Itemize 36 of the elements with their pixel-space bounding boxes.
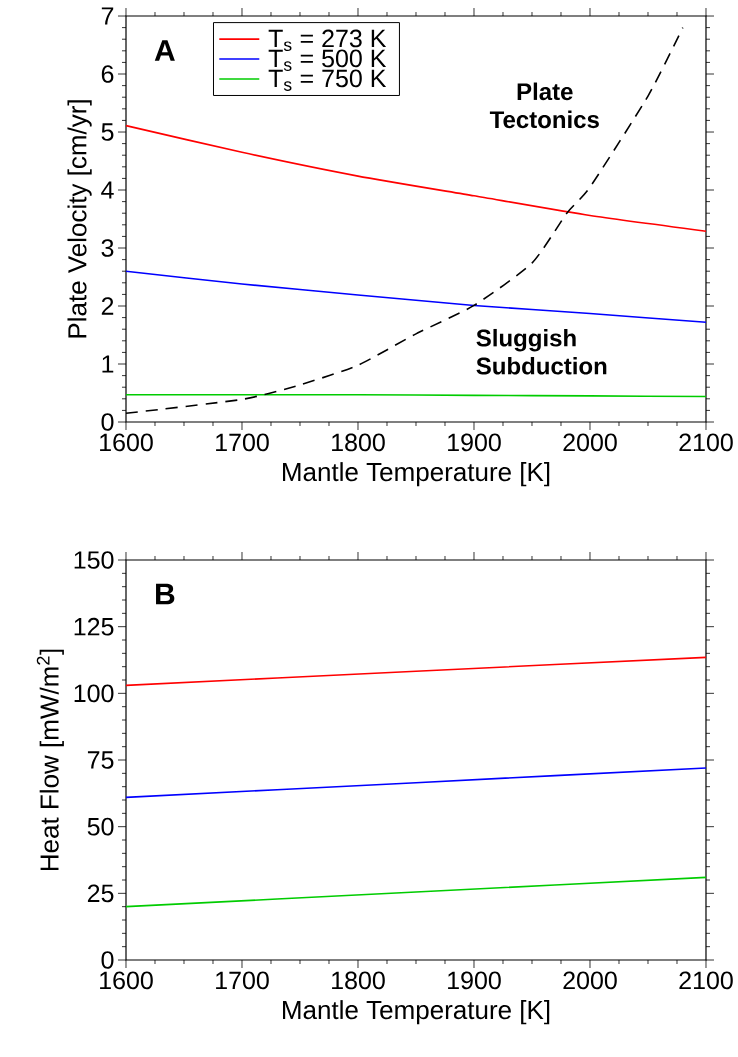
x-tick-label: 1900 — [448, 971, 501, 990]
x-tick-label: 1800 — [332, 433, 385, 452]
y-tick-label: 7 — [101, 7, 114, 25]
x-tick-label: 1900 — [448, 433, 501, 452]
y-axis-title: Heat Flow [mW/m$^{2}$] — [36, 649, 64, 871]
line-series — [125, 270, 707, 324]
y-tick-label: 5 — [101, 123, 114, 141]
y-axis-title: Plate Velocity [cm/yr] — [67, 100, 92, 338]
text: A — [154, 40, 175, 61]
x-axis-title: Mantle Temperature [K] — [283, 462, 550, 487]
y-tick-label: 150 — [74, 551, 114, 569]
x-tick-label: 2000 — [563, 971, 617, 990]
x-tick-label: 2000 — [563, 433, 617, 452]
y-tick-label: 100 — [74, 684, 114, 703]
y-tick-label: 4 — [101, 181, 114, 199]
annotation: Plate Tectonics — [489, 82, 599, 129]
x-tick-label: 1700 — [216, 433, 269, 452]
y-tick-label: 0 — [101, 413, 114, 431]
y-tick-label: 2 — [101, 297, 114, 315]
x-tick-label: 2100 — [679, 971, 733, 990]
x-tick-label: 1600 — [100, 971, 153, 990]
x-tick-label: 1600 — [100, 433, 153, 452]
x-tick-label: 1700 — [216, 971, 269, 990]
y-tick-label: 3 — [101, 239, 114, 257]
x-tick-label: 1800 — [332, 971, 385, 990]
y-tick-label: 125 — [74, 617, 114, 636]
x-tick-label: 2100 — [679, 433, 733, 452]
y-tick-label: 50 — [87, 817, 114, 836]
y-tick-label: 1 — [102, 355, 114, 373]
x-axis-title: Mantle Temperature [K] — [283, 1000, 550, 1025]
y-tick-label: 6 — [101, 65, 114, 83]
annotation: Sluggish Subduction — [476, 328, 607, 375]
y-tick-label: 75 — [87, 751, 114, 769]
y-tick-label: 25 — [87, 884, 114, 903]
y-tick-label: 0 — [101, 951, 114, 969]
text: B — [156, 583, 175, 605]
